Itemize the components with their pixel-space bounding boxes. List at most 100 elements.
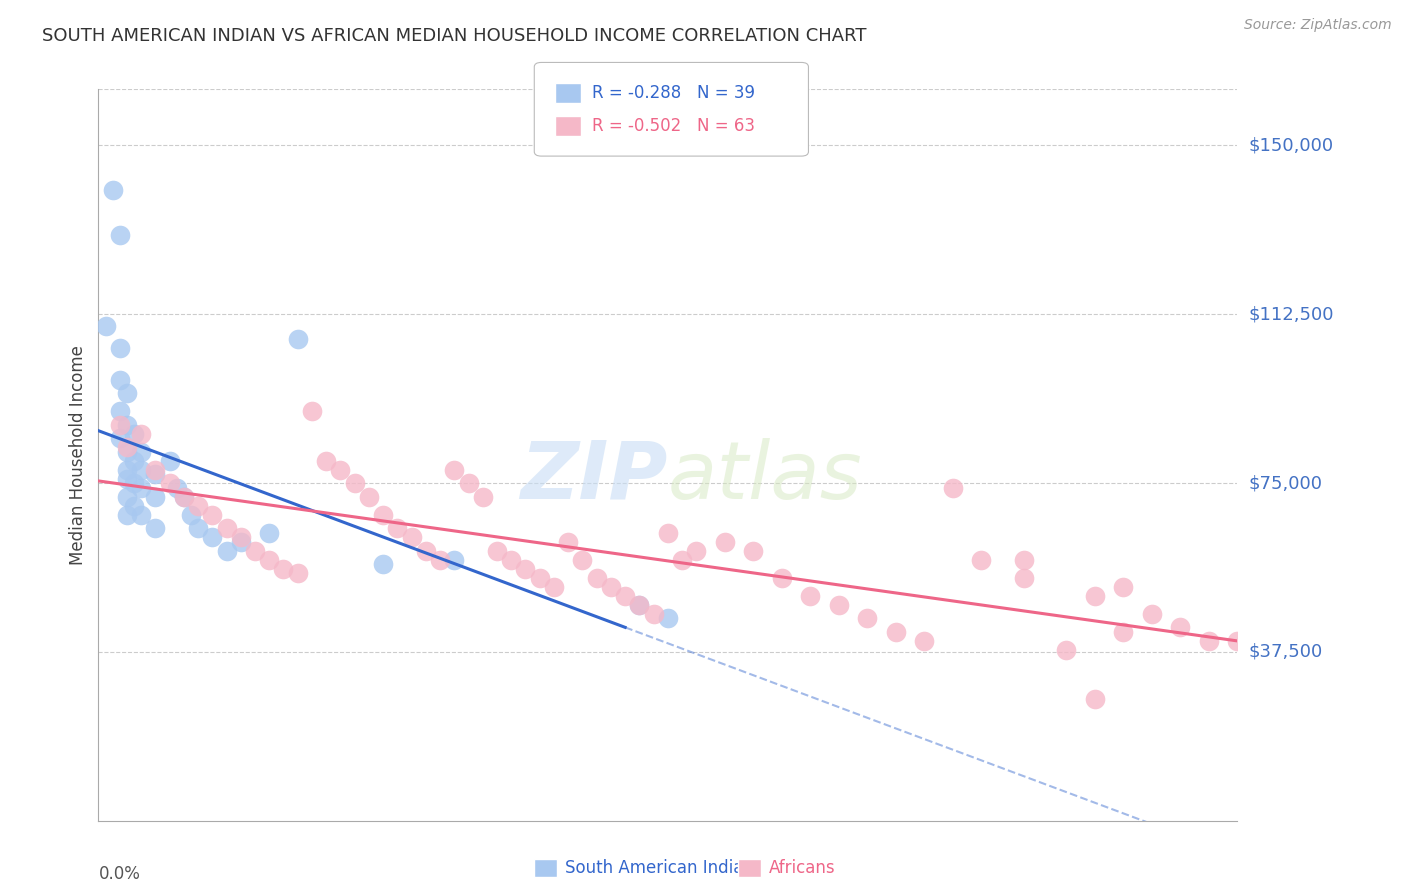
Point <box>1012 571 1035 585</box>
Text: $112,500: $112,500 <box>1249 305 1334 323</box>
Point <box>122 499 145 513</box>
Point <box>115 417 138 432</box>
Text: Africans: Africans <box>769 859 835 877</box>
Point <box>401 530 423 544</box>
Text: R = -0.288   N = 39: R = -0.288 N = 39 <box>592 84 755 102</box>
Text: R = -0.502   N = 63: R = -0.502 N = 63 <box>592 117 755 135</box>
Point <box>387 521 409 535</box>
Point <box>301 404 323 418</box>
Point <box>884 624 907 639</box>
Point <box>108 431 131 445</box>
Point <box>714 534 737 549</box>
Point <box>108 228 131 243</box>
Point <box>145 490 167 504</box>
Point <box>856 611 879 625</box>
Point <box>585 571 607 585</box>
Point <box>259 525 281 540</box>
Point <box>173 490 195 504</box>
Point <box>115 386 138 401</box>
Point <box>343 476 366 491</box>
Point <box>373 508 395 522</box>
Point <box>145 521 167 535</box>
Point <box>129 508 152 522</box>
Point <box>287 332 309 346</box>
Point <box>912 633 935 648</box>
Y-axis label: Median Household Income: Median Household Income <box>69 345 87 565</box>
Point <box>115 508 138 522</box>
Point <box>1140 607 1163 621</box>
Point <box>273 561 295 575</box>
Point <box>557 534 579 549</box>
Point <box>657 525 679 540</box>
Point <box>1198 633 1220 648</box>
Point <box>628 598 651 612</box>
Point <box>159 453 181 467</box>
Point <box>685 543 707 558</box>
Point <box>1112 580 1135 594</box>
Point <box>657 611 679 625</box>
Point <box>1084 589 1107 603</box>
Point <box>515 561 537 575</box>
Point <box>799 589 821 603</box>
Point <box>215 543 238 558</box>
Point <box>243 543 266 558</box>
Point <box>129 426 152 441</box>
Point <box>486 543 509 558</box>
Point <box>173 490 195 504</box>
Point <box>970 552 993 566</box>
Text: South American Indians: South American Indians <box>565 859 763 877</box>
Text: $150,000: $150,000 <box>1249 136 1333 154</box>
Point <box>215 521 238 535</box>
Point <box>122 476 145 491</box>
Point <box>129 462 152 476</box>
Point <box>1056 642 1078 657</box>
Point <box>1170 620 1192 634</box>
Point <box>600 580 623 594</box>
Point <box>115 444 138 458</box>
Point <box>108 417 131 432</box>
Point <box>94 318 117 333</box>
Point <box>122 453 145 467</box>
Point <box>145 467 167 481</box>
Point <box>671 552 693 566</box>
Point <box>415 543 437 558</box>
Point <box>357 490 380 504</box>
Point <box>828 598 851 612</box>
Point <box>108 404 131 418</box>
Point <box>201 530 224 544</box>
Point <box>129 481 152 495</box>
Point <box>187 521 209 535</box>
Point <box>115 440 138 454</box>
Point <box>443 462 465 476</box>
Point <box>373 557 395 571</box>
Point <box>471 490 494 504</box>
Point <box>1112 624 1135 639</box>
Point <box>1226 633 1249 648</box>
Point <box>115 462 138 476</box>
Text: SOUTH AMERICAN INDIAN VS AFRICAN MEDIAN HOUSEHOLD INCOME CORRELATION CHART: SOUTH AMERICAN INDIAN VS AFRICAN MEDIAN … <box>42 27 866 45</box>
Point <box>628 598 651 612</box>
Text: ZIP: ZIP <box>520 438 668 516</box>
Point <box>329 462 352 476</box>
Text: atlas: atlas <box>668 438 863 516</box>
Point <box>501 552 523 566</box>
Point <box>101 184 124 198</box>
Point <box>180 508 202 522</box>
Point <box>315 453 337 467</box>
Point <box>108 341 131 355</box>
Text: Source: ZipAtlas.com: Source: ZipAtlas.com <box>1244 18 1392 32</box>
Point <box>129 444 152 458</box>
Text: 0.0%: 0.0% <box>98 864 141 882</box>
Point <box>145 462 167 476</box>
Point <box>742 543 765 558</box>
Point <box>229 534 252 549</box>
Point <box>429 552 451 566</box>
Point <box>259 552 281 566</box>
Point <box>942 481 965 495</box>
Point <box>201 508 224 522</box>
Point <box>166 481 188 495</box>
Point <box>159 476 181 491</box>
Point <box>122 426 145 441</box>
Point <box>115 490 138 504</box>
Point <box>770 571 793 585</box>
